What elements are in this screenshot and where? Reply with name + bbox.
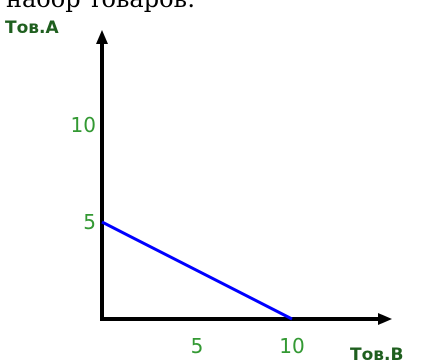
- y-axis-arrow-icon: [96, 30, 108, 44]
- budget-line: [101, 220, 293, 321]
- x-axis-label: Тов.В: [350, 345, 403, 362]
- y-tick-label: 5: [83, 210, 96, 234]
- y-axis-label: Тов.А: [5, 18, 59, 38]
- page-title: набор товаров:: [6, 0, 195, 14]
- x-tick-label: 5: [191, 334, 204, 358]
- x-tick-label: 10: [279, 334, 304, 358]
- y-tick-label: 10: [71, 113, 96, 137]
- x-axis-arrow-icon: [378, 313, 392, 325]
